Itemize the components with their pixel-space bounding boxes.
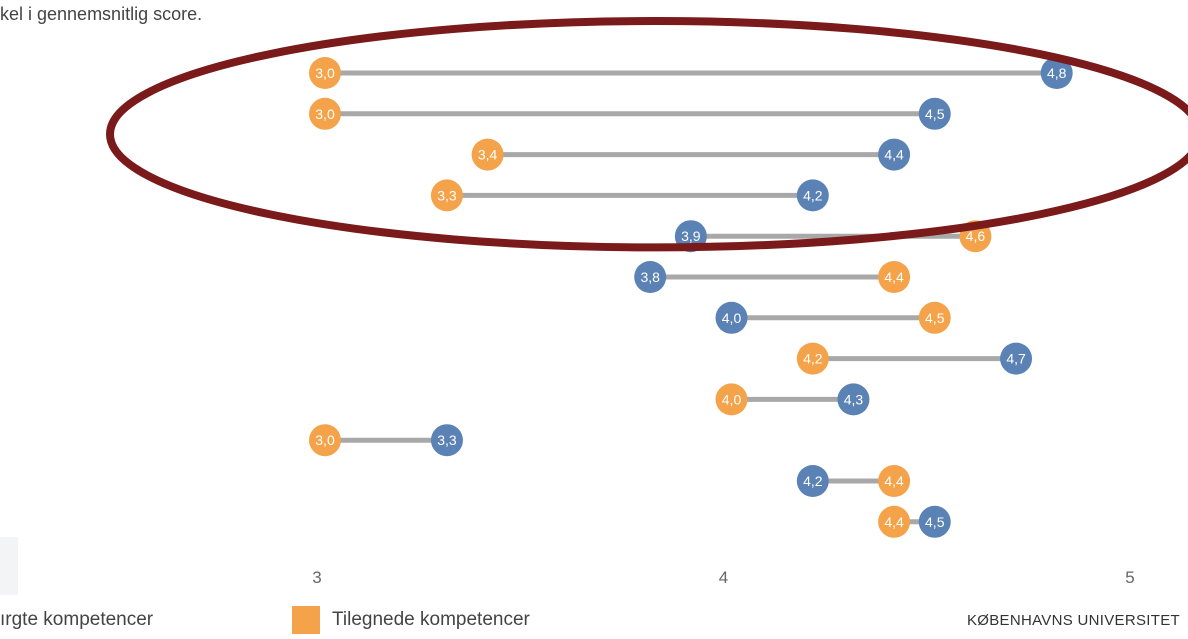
requested-dot [1040, 57, 1073, 89]
legend-item-requested: ırgte kompetencer [0, 605, 153, 635]
acquired-value-label: 4,4 [884, 269, 904, 285]
requested-value-label: 4,5 [925, 514, 945, 530]
acquired-value-label: 4,2 [803, 351, 823, 367]
x-tick-label: 3 [312, 568, 321, 587]
acquired-dot [715, 383, 748, 416]
requested-dot [1000, 342, 1033, 375]
acquired-dot [878, 261, 911, 293]
acquired-dot [878, 505, 911, 538]
legend-label-requested: ırgte kompetencer [0, 609, 154, 630]
requested-dot [430, 424, 463, 457]
requested-dot [837, 383, 870, 416]
acquired-value-label: 4,6 [966, 228, 986, 244]
requested-value-label: 4,0 [722, 310, 742, 326]
acquired-dot [309, 57, 341, 89]
requested-value-label: 4,7 [1006, 351, 1026, 367]
highlight-ellipse [106, 17, 1188, 252]
requested-dot [715, 301, 748, 334]
acquired-dot [309, 97, 341, 130]
x-tick-label: 5 [1125, 568, 1134, 587]
requested-dot [918, 97, 951, 130]
chart-subtitle: kel i gennemsnitlig score. [0, 4, 203, 24]
acquired-value-label: 4,4 [884, 514, 904, 530]
acquired-dot [471, 138, 504, 171]
requested-value-label: 4,8 [1047, 65, 1067, 81]
acquired-value-label: 3,0 [315, 106, 335, 122]
acquired-dot [430, 179, 463, 212]
acquired-value-label: 3,0 [315, 65, 335, 81]
acquired-dot [796, 342, 829, 375]
x-tick-label: 4 [719, 568, 728, 587]
requested-value-label: 3,9 [681, 228, 701, 244]
requested-value-label: 4,2 [803, 187, 823, 203]
requested-value-label: 4,4 [884, 147, 904, 163]
data-labels: 3,0 4,8 3,0 4,5 3,4 4,4 3,3 4,2 4,6 3,9 4,4 3,8 4,5 4… [315, 65, 1066, 530]
requested-value-label: 4,3 [844, 391, 864, 407]
acquired-dot [309, 424, 341, 457]
legend-box-edge [0, 537, 18, 595]
legend-item-acquired: Tilegnede kompetencer [292, 605, 530, 635]
acquired-value-label: 4,4 [884, 473, 904, 489]
acquired-value-label: 3,4 [478, 147, 498, 163]
requested-dot [796, 465, 829, 497]
acquired-value-label: 3,0 [315, 432, 335, 448]
x-axis-ticks: 3 4 5 [312, 568, 1134, 587]
requested-dot [634, 261, 667, 293]
footer-institution: KØBENHAVNS UNIVERSITET [966, 612, 1180, 629]
acquired-value-label: 4,0 [722, 391, 742, 407]
legend-label-acquired: Tilegnede kompetencer [332, 609, 530, 630]
requested-value-label: 4,2 [803, 473, 823, 489]
requested-dot [918, 505, 951, 538]
requested-value-label: 3,8 [640, 269, 660, 285]
connector-lines [325, 70, 1057, 525]
requested-dot [878, 138, 911, 171]
data-points [309, 57, 1073, 538]
acquired-value-label: 4,5 [925, 310, 945, 326]
requested-value-label: 3,3 [437, 432, 457, 448]
acquired-value-label: 3,3 [437, 187, 457, 203]
acquired-dot [878, 465, 911, 497]
acquired-dot [918, 301, 951, 334]
legend-swatch-acquired [292, 606, 320, 634]
requested-dot [796, 179, 829, 212]
requested-value-label: 4,5 [925, 106, 945, 122]
